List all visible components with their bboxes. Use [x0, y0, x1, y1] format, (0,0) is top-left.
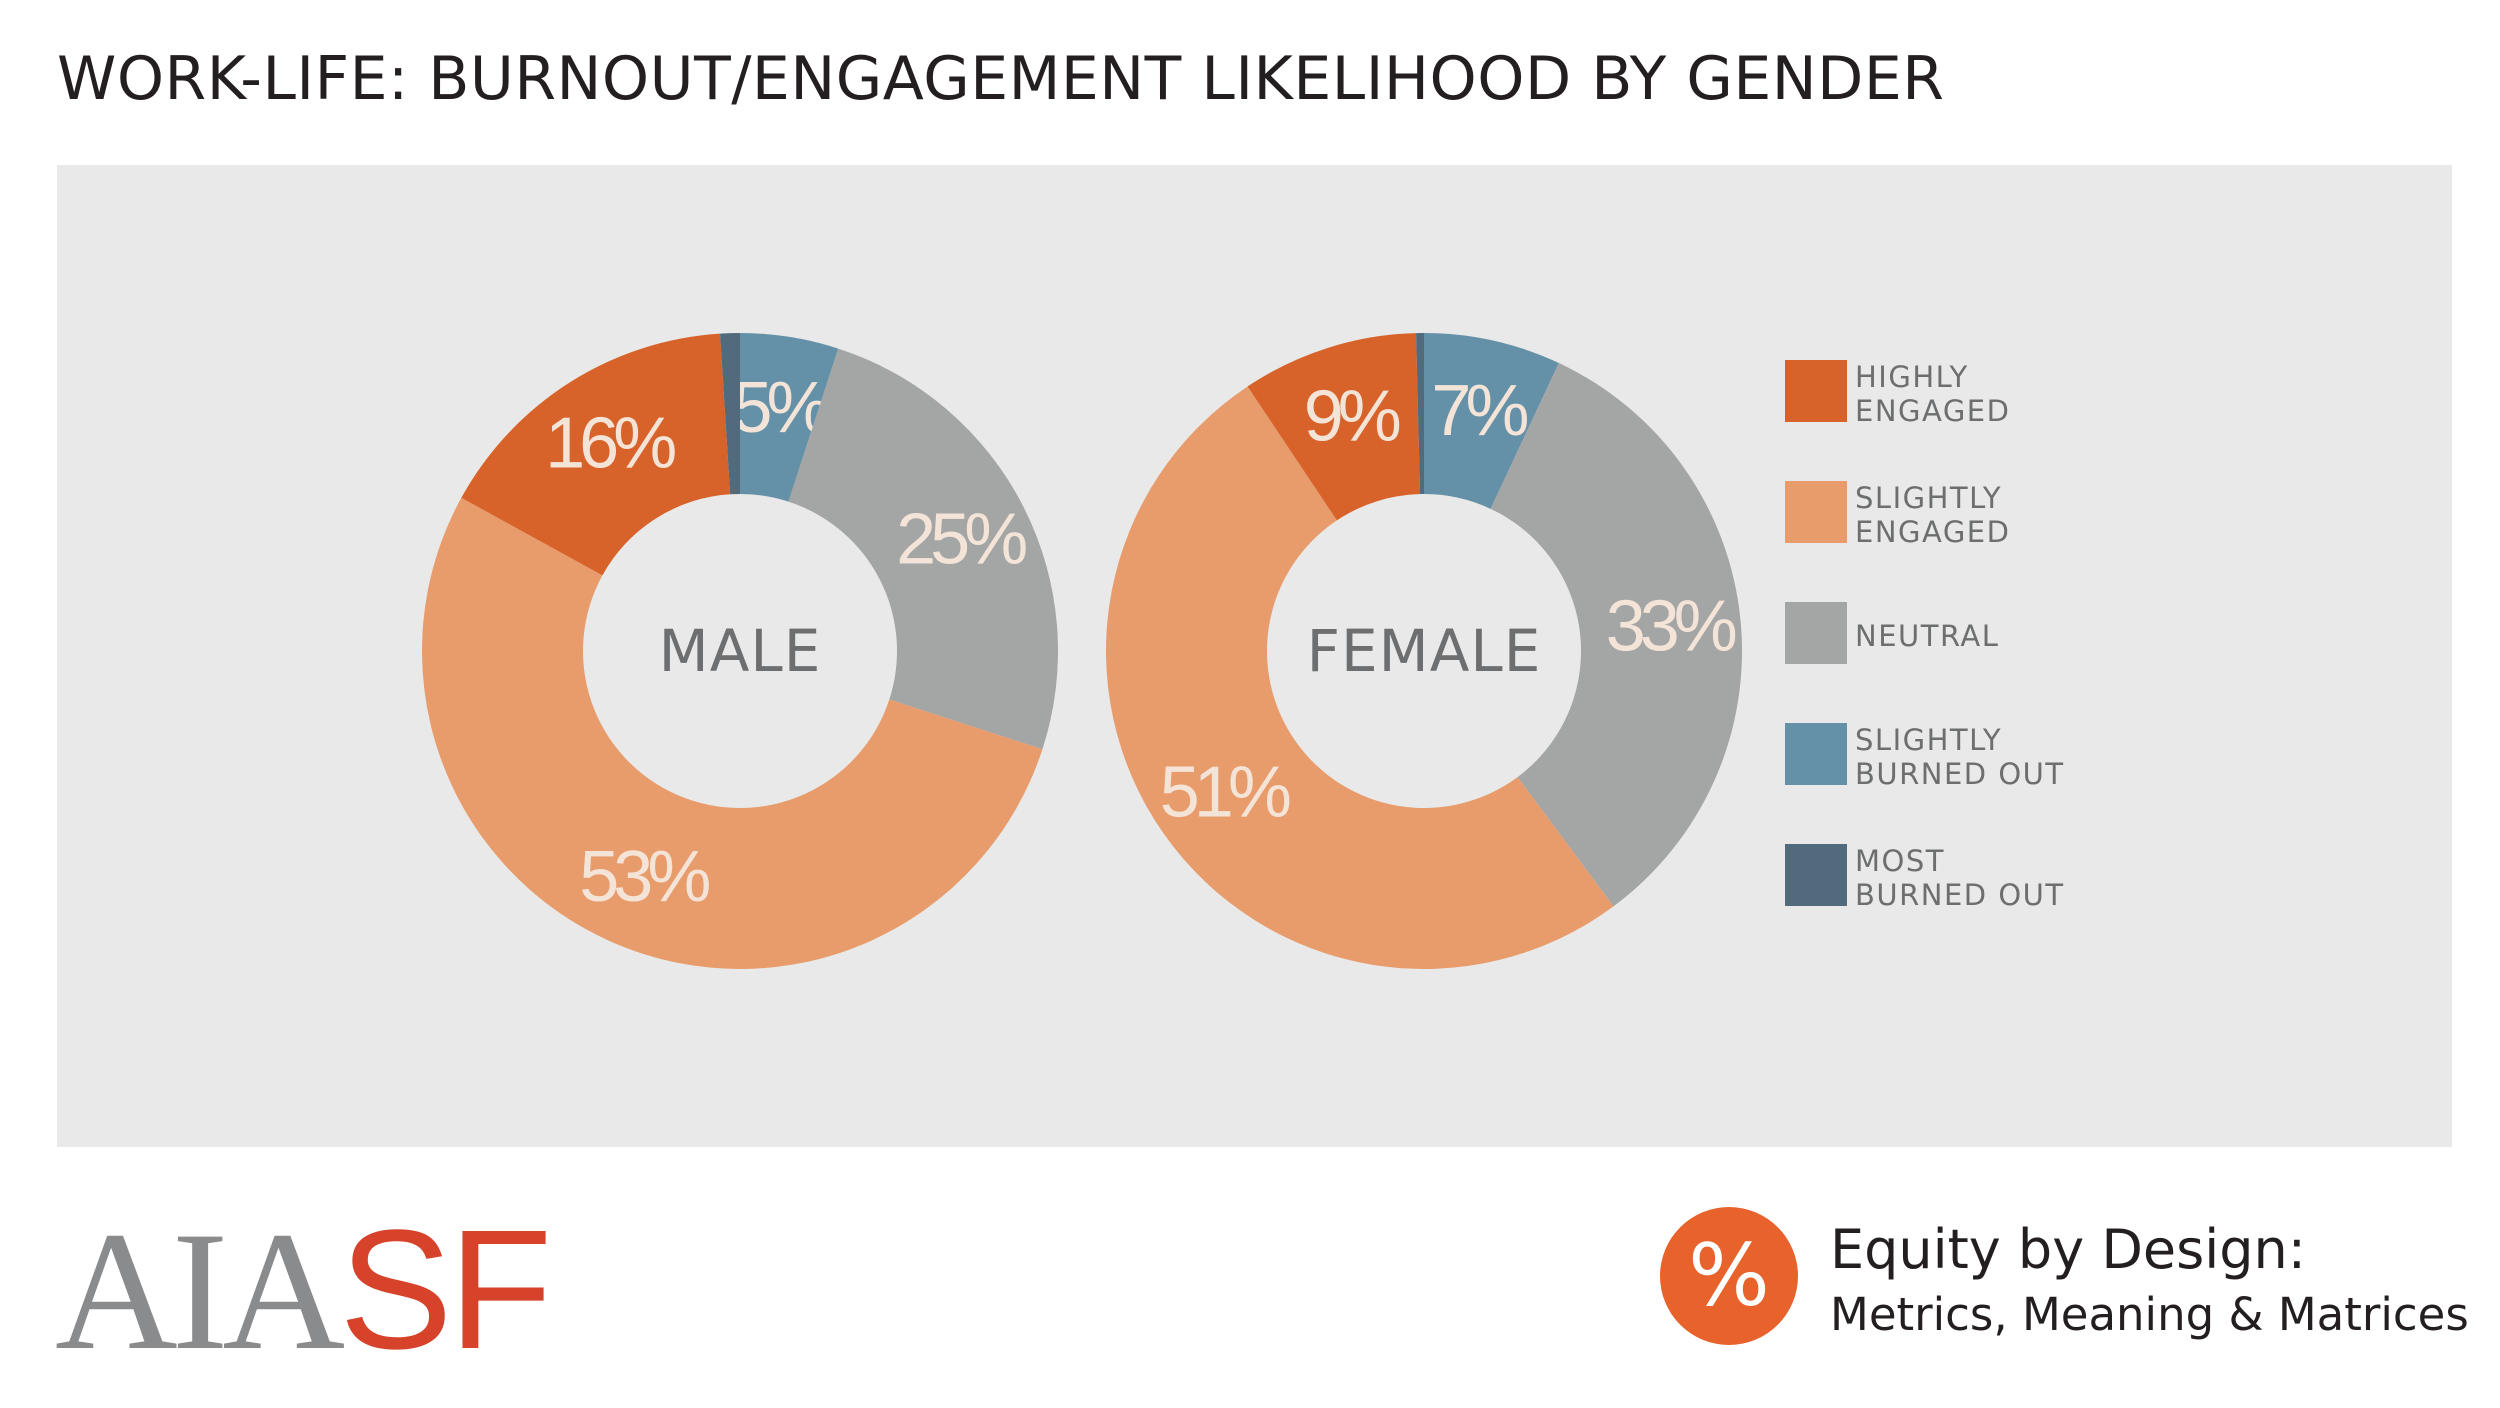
donut-charts: 5%25%53%16%MALE7%33%51%9%FEMALEHIGHLYENG… — [421, 333, 2065, 970]
female-label-slightly-burned-out: 7% — [1431, 371, 1527, 451]
legend-swatch-highly-engaged — [1785, 360, 1847, 422]
male-center-label: MALE — [659, 617, 822, 685]
female-slice-slightly-engaged — [1105, 386, 1614, 970]
legend-swatch-most-burned-out — [1785, 844, 1847, 906]
percent-badge-icon: % — [1660, 1207, 1798, 1345]
female-slice-highly-engaged — [1247, 333, 1421, 521]
logo-aia-text: AIA — [55, 1197, 345, 1385]
male-slice-slightly-burned-out — [740, 333, 839, 502]
page-title: WORK-LIFE: BURNOUT/ENGAGEMENT LIKELIHOOD… — [57, 44, 1945, 114]
female-label-slightly-engaged: 51% — [1160, 753, 1290, 833]
chart-panel: 5% 25% 53% 16% MALE 7% 33% 51% 9% FEMALE HIGHLY ENG… — [57, 165, 2452, 1147]
legend-label-slightly-engaged-line2: ENGAGED — [1855, 515, 2010, 549]
legend-label-slightly-burned-out-line1: SLIGHTLY — [1855, 723, 2002, 757]
footer-title: Equity by Design: — [1830, 1218, 2306, 1281]
male-slice-slightly-engaged — [421, 497, 1043, 969]
male-slice-neutral — [788, 348, 1058, 750]
female-slice-most-burned-out — [1416, 333, 1424, 495]
logo-sf-text: SF — [339, 1195, 552, 1385]
legend-label-most-burned-out-line1: MOST — [1855, 844, 1945, 878]
male-label-highly-engaged: 16% — [545, 403, 675, 483]
legend-label-highly-engaged-line2: ENGAGED — [1855, 394, 2010, 428]
legend-swatch-slightly-engaged — [1785, 481, 1847, 543]
female-slice-slightly-burned-out — [1424, 333, 1559, 509]
legend-swatch-neutral — [1785, 602, 1847, 664]
male-slice-highly-engaged — [461, 333, 731, 576]
aiasf-logo: AIASF — [55, 1205, 552, 1376]
legend-label-slightly-burned-out-line2: BURNED OUT — [1855, 757, 2065, 791]
female-center-label: FEMALE — [1307, 617, 1542, 685]
female-label-highly-engaged: 9% — [1304, 376, 1400, 456]
male-slice-most-burned-out — [720, 333, 740, 495]
male-label-neutral: 25% — [896, 499, 1026, 579]
legend-swatch-slightly-burned-out — [1785, 723, 1847, 785]
female-slice-neutral — [1490, 363, 1742, 907]
male-label-slightly-engaged: 53% — [579, 837, 709, 917]
legend-label-neutral: NEUTRAL — [1855, 619, 1999, 653]
legend-label-highly-engaged-line1: HIGHLY — [1855, 360, 1969, 394]
footer-subtitle: Metrics, Meaning & Matrices — [1830, 1288, 2469, 1341]
female-label-neutral: 33% — [1606, 586, 1736, 666]
legend-label-most-burned-out-line2: BURNED OUT — [1855, 878, 2065, 912]
legend-label-slightly-engaged-line1: SLIGHTLY — [1855, 481, 2002, 515]
